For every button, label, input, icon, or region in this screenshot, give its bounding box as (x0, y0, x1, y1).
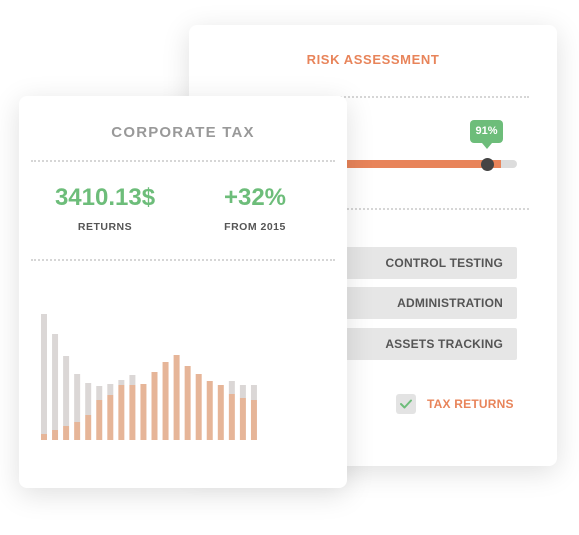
chart-bar-segment-bottom (173, 355, 180, 440)
chart-bar-segment-top (52, 334, 59, 430)
chart-bar-segment-top (118, 380, 125, 385)
chart-bar-segment-bottom (96, 400, 103, 440)
tax-returns-checkbox[interactable] (396, 394, 416, 414)
chart-bar-segment-bottom (118, 385, 125, 440)
corporate-tax-title: CORPORATE TAX (111, 124, 255, 141)
chart-bar-segment-bottom (107, 395, 114, 440)
chart-bar-segment-bottom (217, 385, 224, 440)
chart-bar-segment-top (85, 383, 92, 415)
control-testing-button[interactable]: CONTROL TESTING (334, 247, 517, 279)
chart-bar-segment-bottom (140, 384, 147, 440)
risk-assessment-title: RISK ASSESSMENT (306, 52, 440, 67)
chart-bar-segment-bottom (206, 381, 213, 440)
chart-bar-segment-bottom (162, 362, 169, 440)
risk-slider-track[interactable] (339, 160, 517, 168)
tax-bar-chart (41, 314, 257, 440)
divider (189, 96, 529, 98)
chart-bar-segment-bottom (74, 422, 81, 440)
chart-bar-segment-bottom (250, 400, 257, 440)
chart-bar-segment-top (74, 374, 81, 422)
chart-bar-segment-bottom (129, 385, 136, 440)
chart-bar-segment-top (63, 356, 70, 426)
divider (31, 259, 335, 261)
chart-bar-segment-bottom (41, 434, 47, 440)
chart-bar-segment-top (41, 314, 47, 434)
chart-bar-segment-top (239, 385, 246, 398)
tax-returns-label[interactable]: TAX RETURNS (427, 397, 514, 411)
administration-button[interactable]: ADMINISTRATION (334, 287, 517, 319)
growth-value: +32% (223, 184, 287, 211)
returns-label: RETURNS (77, 221, 133, 233)
chart-bar-segment-bottom (63, 426, 70, 440)
risk-slider-handle[interactable] (481, 158, 494, 171)
chart-bar-segment-bottom (195, 374, 202, 440)
checkmark-icon (400, 399, 412, 409)
chart-bar-segment-bottom (85, 415, 92, 440)
chart-bar-segment-top (250, 385, 257, 400)
chart-bar-segment-top (107, 384, 114, 395)
chart-bar-segment-bottom (151, 372, 158, 440)
chart-bar-segment-bottom (184, 366, 191, 440)
chart-bar-segment-bottom (228, 394, 235, 440)
chart-bar-segment-top (228, 381, 235, 394)
chart-bar-segment-top (96, 386, 103, 400)
divider (31, 160, 335, 162)
divider (339, 208, 529, 210)
assets-tracking-button[interactable]: ASSETS TRACKING (334, 328, 517, 360)
chart-bar-segment-top (129, 375, 136, 385)
risk-slider-value-badge: 91% (470, 120, 503, 149)
growth-label: FROM 2015 (224, 221, 286, 233)
chart-bar-segment-bottom (52, 430, 59, 440)
corporate-tax-card: CORPORATE TAX 3410.13$ RETURNS +32% FROM… (19, 96, 347, 488)
risk-slider-fill (339, 160, 501, 168)
chart-bar-segment-bottom (239, 398, 246, 440)
returns-value: 3410.13$ (54, 184, 156, 211)
